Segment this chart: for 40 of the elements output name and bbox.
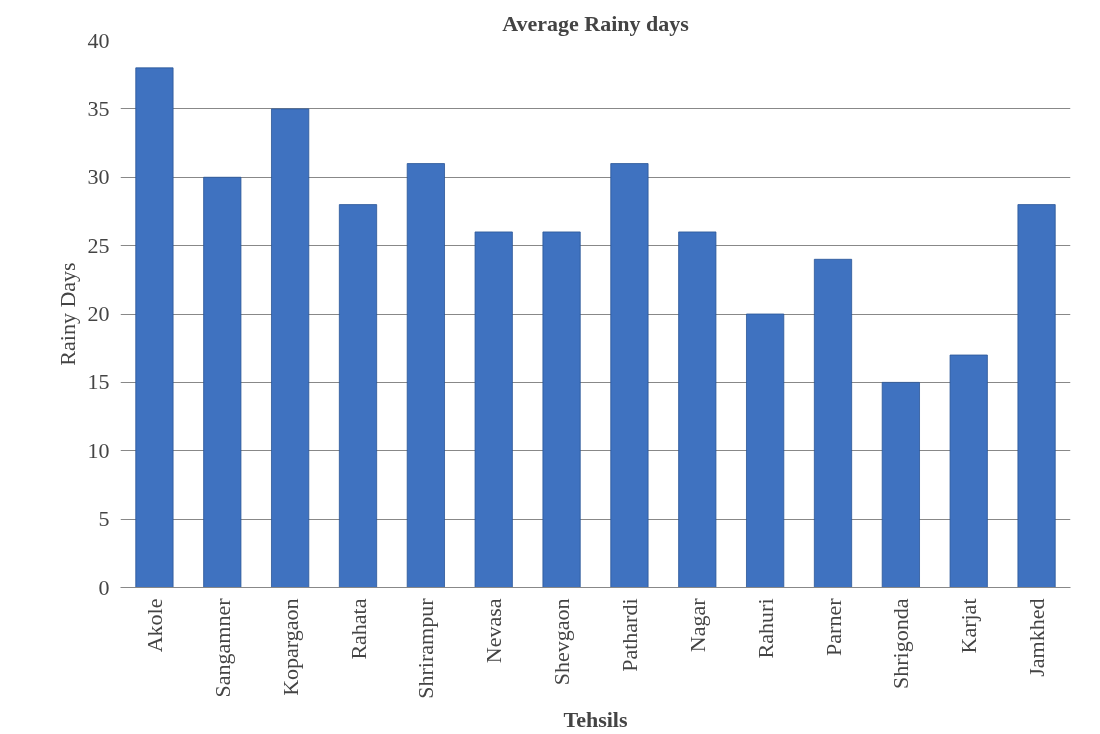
x-tick-label: Sangamner xyxy=(209,597,235,698)
x-tick-label: Shrigonda xyxy=(888,598,914,689)
y-tick-label: 20 xyxy=(87,301,110,326)
bar xyxy=(135,67,174,588)
x-tick-label: Nevasa xyxy=(481,598,507,664)
bar xyxy=(610,163,649,588)
x-tick-label: Pathardi xyxy=(616,598,642,672)
y-tick-label: 0 xyxy=(98,574,110,600)
x-tick-label: Rahuri xyxy=(752,598,778,659)
x-axis-title: Tehsils xyxy=(563,706,628,732)
chart-title: Average Rainy days xyxy=(502,10,690,36)
bar xyxy=(813,258,853,588)
y-tick-label: 10 xyxy=(87,437,110,463)
y-tick-label: 15 xyxy=(87,369,110,395)
y-tick-label: 30 xyxy=(87,164,110,190)
x-tick-label: Kopargaon xyxy=(277,598,303,696)
x-tick-label: Shevgaon xyxy=(549,598,575,686)
x-tick-label: Shrirampur xyxy=(413,597,439,699)
x-tick-label: Rahata xyxy=(345,598,371,660)
y-tick-label: 35 xyxy=(87,95,110,121)
bar xyxy=(746,313,785,588)
bar xyxy=(271,108,310,588)
bar xyxy=(881,381,920,588)
bar xyxy=(338,204,378,588)
x-tick-label: Nagar xyxy=(684,597,710,653)
y-tick-label: 5 xyxy=(98,506,110,532)
x-tick-label: Akole xyxy=(141,598,167,653)
x-tick-label: Parner xyxy=(820,597,846,656)
bar xyxy=(203,176,242,588)
y-tick-label: 40 xyxy=(87,27,110,53)
bar xyxy=(678,231,717,588)
bar xyxy=(406,163,445,588)
x-tick-label: Karjat xyxy=(956,598,982,654)
bar xyxy=(542,231,581,588)
bar xyxy=(474,231,513,588)
bar xyxy=(1017,204,1056,588)
bar xyxy=(949,354,988,588)
y-axis-title: Rainy Days xyxy=(54,262,80,366)
x-tick-label: Jamkhed xyxy=(1024,598,1050,677)
y-tick-label: 25 xyxy=(87,232,110,258)
